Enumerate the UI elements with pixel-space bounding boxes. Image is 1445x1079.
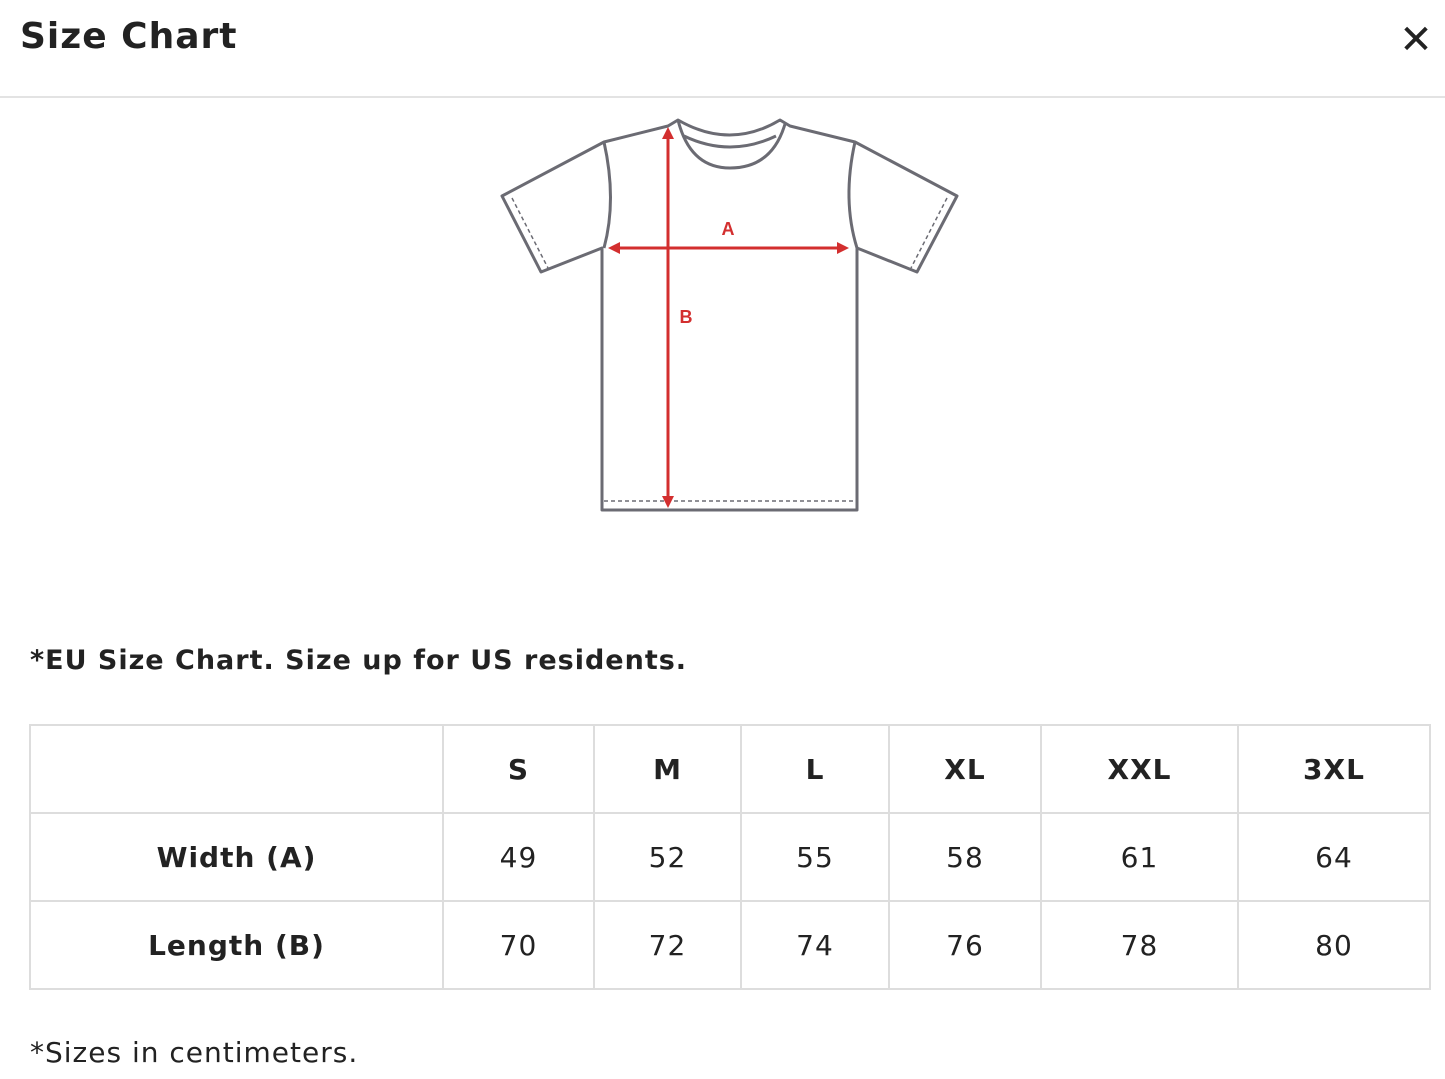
table-cell: 61 — [1040, 812, 1239, 902]
table-cell: 58 — [888, 812, 1042, 902]
table-cell: 52 — [593, 812, 742, 902]
table-cell: 49 — [442, 812, 595, 902]
table-cell: 76 — [888, 900, 1042, 990]
table-cell: 74 — [740, 900, 890, 990]
column-header-l: L — [740, 724, 890, 814]
measure-arrows — [608, 127, 849, 508]
row-label: Length (B) — [29, 900, 444, 990]
label-a: A — [722, 219, 735, 239]
column-header-xl: XL — [888, 724, 1042, 814]
eu-size-note: *EU Size Chart. Size up for US residents… — [30, 645, 688, 676]
close-icon[interactable]: ✕ — [1399, 17, 1433, 63]
table-cell: 55 — [740, 812, 890, 902]
column-header-m: M — [593, 724, 742, 814]
label-b: B — [680, 307, 693, 327]
table-cell: 72 — [593, 900, 742, 990]
column-header-3xl: 3XL — [1237, 724, 1431, 814]
modal-header: Size Chart ✕ — [0, 0, 1445, 98]
units-footnote: *Sizes in centimeters. — [30, 1036, 359, 1069]
column-header-xxl: XXL — [1040, 724, 1239, 814]
table-cell: 80 — [1237, 900, 1431, 990]
column-header-s: S — [442, 724, 595, 814]
row-label: Width (A) — [29, 812, 444, 902]
tshirt-outline — [500, 118, 959, 512]
table-row-width: Width (A) 49 52 55 58 61 64 — [29, 812, 1431, 902]
size-table: S M L XL XXL 3XL Width (A) 49 52 55 58 6… — [29, 724, 1431, 990]
table-cell: 70 — [442, 900, 595, 990]
table-cell: 78 — [1040, 900, 1239, 990]
column-header — [29, 724, 444, 814]
table-cell: 64 — [1237, 812, 1431, 902]
table-header-row: S M L XL XXL 3XL — [29, 724, 1431, 814]
modal-title: Size Chart — [20, 16, 238, 57]
table-row-length: Length (B) 70 72 74 76 78 80 — [29, 900, 1431, 990]
